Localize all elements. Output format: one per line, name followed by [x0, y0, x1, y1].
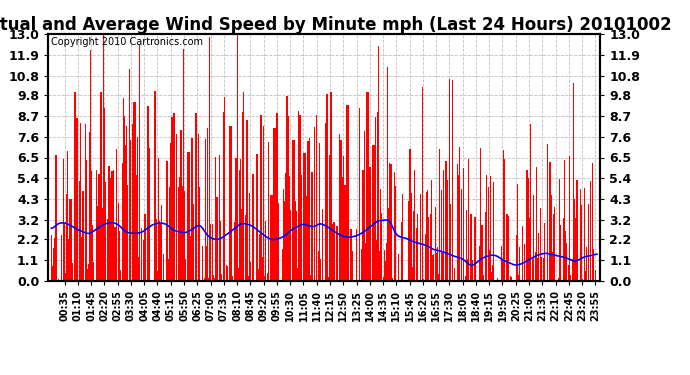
- Text: Copyright 2010 Cartronics.com: Copyright 2010 Cartronics.com: [51, 38, 203, 48]
- Title: Actual and Average Wind Speed by Minute mph (Last 24 Hours) 20101002: Actual and Average Wind Speed by Minute …: [0, 16, 671, 34]
